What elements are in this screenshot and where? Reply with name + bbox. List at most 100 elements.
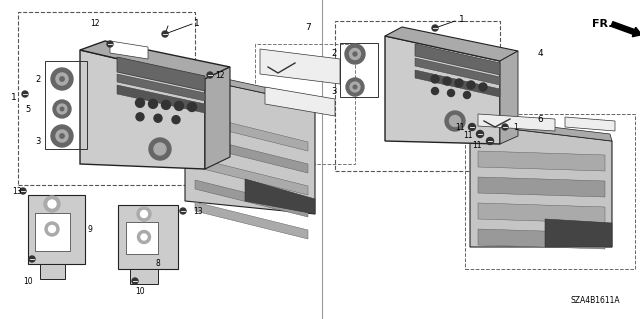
Circle shape [141, 234, 147, 240]
Polygon shape [40, 264, 65, 279]
Bar [255, 44, 355, 164]
Text: 3: 3 [35, 137, 41, 145]
Polygon shape [80, 50, 205, 169]
Circle shape [455, 79, 463, 87]
Circle shape [172, 116, 180, 124]
Circle shape [51, 125, 73, 147]
Circle shape [22, 91, 28, 97]
Circle shape [149, 138, 171, 160]
Text: 11: 11 [455, 122, 465, 131]
Circle shape [207, 72, 213, 78]
Circle shape [502, 124, 508, 130]
Polygon shape [185, 76, 315, 214]
Text: SZA4B1611A: SZA4B1611A [570, 296, 620, 305]
Circle shape [44, 196, 60, 212]
Bar [45, 61, 87, 149]
Text: 11: 11 [463, 131, 473, 140]
Text: 4: 4 [537, 49, 543, 58]
Circle shape [51, 68, 73, 90]
Circle shape [443, 77, 451, 85]
Circle shape [486, 137, 493, 145]
Circle shape [60, 107, 64, 111]
Polygon shape [478, 229, 605, 249]
Circle shape [350, 82, 360, 92]
Circle shape [56, 73, 68, 85]
Circle shape [154, 114, 162, 122]
Circle shape [56, 130, 68, 142]
Polygon shape [478, 114, 555, 131]
Circle shape [449, 115, 461, 127]
Circle shape [432, 25, 438, 31]
Text: 2: 2 [35, 75, 40, 84]
Polygon shape [385, 27, 518, 61]
Text: 9: 9 [88, 225, 92, 234]
Circle shape [60, 77, 64, 81]
Polygon shape [118, 205, 178, 269]
Polygon shape [80, 41, 230, 79]
Circle shape [20, 188, 26, 194]
Polygon shape [265, 87, 335, 116]
Bar [126, 222, 158, 254]
Polygon shape [260, 49, 340, 84]
Polygon shape [478, 177, 605, 197]
Text: 3: 3 [332, 86, 337, 95]
Polygon shape [385, 36, 500, 144]
Circle shape [138, 231, 150, 243]
Circle shape [53, 100, 71, 118]
Circle shape [136, 98, 145, 107]
Text: 13: 13 [12, 187, 22, 196]
Circle shape [137, 207, 151, 221]
Bar [465, 114, 635, 269]
Text: 1: 1 [514, 122, 518, 131]
Polygon shape [415, 44, 500, 75]
Polygon shape [478, 203, 605, 223]
Polygon shape [117, 74, 205, 101]
Circle shape [468, 123, 476, 130]
Circle shape [162, 31, 168, 37]
Circle shape [345, 44, 365, 64]
Text: 6: 6 [537, 115, 543, 123]
Circle shape [148, 99, 157, 108]
Circle shape [188, 102, 196, 111]
Text: 12: 12 [215, 71, 225, 80]
Polygon shape [110, 41, 148, 59]
Text: 11: 11 [472, 140, 482, 150]
Circle shape [154, 143, 166, 155]
Polygon shape [565, 117, 615, 131]
Circle shape [45, 222, 59, 236]
Circle shape [353, 52, 357, 56]
Circle shape [141, 211, 147, 218]
Text: 1: 1 [194, 19, 200, 27]
Polygon shape [180, 69, 315, 104]
Polygon shape [478, 151, 605, 171]
Bar [18, 12, 195, 185]
Circle shape [349, 48, 360, 60]
Polygon shape [545, 219, 612, 247]
Text: 10: 10 [135, 286, 145, 295]
Text: 2: 2 [332, 49, 337, 58]
Circle shape [29, 256, 35, 262]
Text: 8: 8 [156, 259, 161, 269]
Bar [35, 213, 70, 251]
Circle shape [57, 104, 67, 114]
Text: 12: 12 [90, 19, 100, 28]
Circle shape [136, 113, 144, 121]
Bar [335, 21, 500, 171]
Bar [340, 43, 378, 97]
Polygon shape [117, 57, 205, 91]
Polygon shape [195, 136, 308, 173]
Polygon shape [195, 180, 308, 217]
Circle shape [431, 87, 438, 94]
Circle shape [180, 208, 186, 214]
Text: 5: 5 [26, 105, 31, 114]
Polygon shape [195, 114, 308, 151]
Polygon shape [28, 195, 85, 264]
Circle shape [107, 41, 113, 47]
Polygon shape [205, 67, 230, 169]
Polygon shape [468, 117, 612, 141]
Circle shape [60, 134, 64, 138]
Polygon shape [500, 51, 518, 144]
Circle shape [467, 81, 475, 89]
Text: 1: 1 [459, 16, 465, 25]
Circle shape [463, 92, 470, 99]
